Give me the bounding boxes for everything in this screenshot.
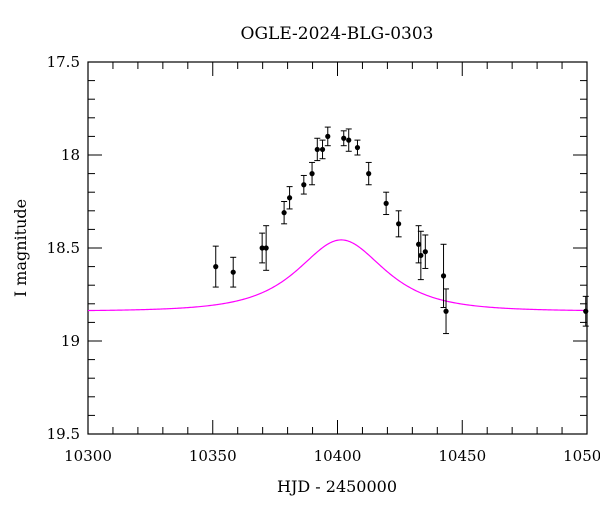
- data-point: [422, 249, 428, 255]
- data-point: [341, 135, 347, 141]
- data-point: [443, 308, 449, 314]
- data-point: [396, 221, 402, 227]
- data-point: [230, 269, 236, 275]
- data-point: [259, 245, 265, 251]
- y-axis-title: I magnitude: [11, 199, 30, 297]
- data-point: [263, 245, 269, 251]
- data-point: [418, 252, 424, 259]
- data-point: [415, 241, 422, 247]
- chart-title: OGLE-2024-BLG-0303: [241, 24, 434, 44]
- x-tick-label: 10350: [189, 447, 237, 465]
- y-tick-label: 17.5: [47, 53, 80, 71]
- data-point: [281, 210, 287, 216]
- data-point: [366, 171, 372, 177]
- data-point: [383, 200, 389, 206]
- data-point: [583, 308, 589, 314]
- data-point: [440, 273, 447, 279]
- y-tick-label: 19.5: [47, 425, 80, 443]
- data-point: [301, 182, 307, 188]
- y-tick-label: 18.5: [47, 239, 80, 257]
- data-point: [346, 137, 352, 143]
- data-point: [213, 264, 219, 270]
- plot-frame: [87, 61, 588, 435]
- x-axis-title: HJD - 2450000: [277, 477, 397, 496]
- data-point: [325, 133, 331, 139]
- x-tick-label: 10400: [314, 447, 362, 465]
- y-tick-label: 18: [61, 146, 80, 164]
- y-tick-label: 19: [61, 332, 80, 350]
- data-point: [354, 144, 361, 151]
- plot-area: 10300 10350 10400 10450 10500 17.5 18 18.5 19 19.…: [47, 53, 600, 465]
- model-curve: [88, 239, 587, 312]
- data-point: [314, 146, 320, 153]
- x-tick-label: 10500: [563, 447, 600, 465]
- x-tick-label: 10300: [64, 447, 112, 465]
- data-point: [309, 171, 315, 177]
- x-tick-label: 10450: [438, 447, 486, 465]
- data-point: [286, 195, 293, 201]
- data-point: [319, 146, 326, 153]
